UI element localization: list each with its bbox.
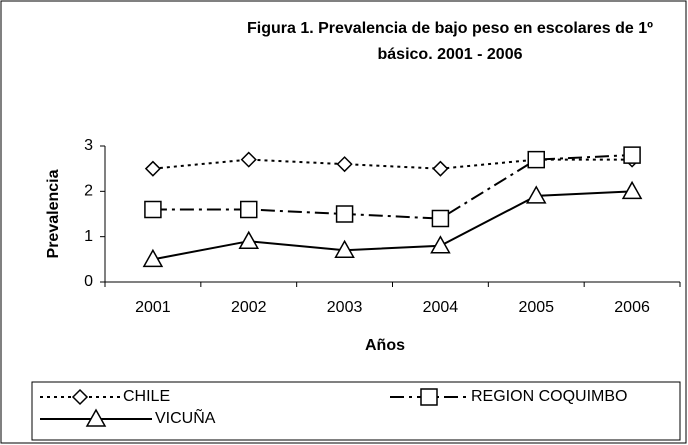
x-tick-label: 2004 [423,299,459,316]
marker [335,205,354,223]
marker [420,388,438,406]
legend-box [31,381,681,441]
marker [432,160,449,177]
marker [142,248,164,268]
marker [336,156,353,173]
series-line [152,154,633,220]
legend-label: CHILE [123,388,170,405]
x-tick-label: 2001 [135,299,171,316]
x-tick-label: 2006 [614,299,650,316]
marker [85,408,107,427]
y-tick-label: 1 [84,228,93,245]
chart-title: Figura 1. Prevalencia de bajo peso en es… [246,20,654,63]
legend-label: VICUÑA [155,407,216,427]
marker [144,160,161,177]
marker [71,388,89,406]
marker [430,235,451,254]
y-tick-label: 3 [84,137,93,154]
y-tick-label: 2 [84,183,93,200]
marker [621,180,643,200]
marker [240,151,257,168]
x-tick-label: 2003 [327,299,363,316]
marker [240,200,258,219]
marker [144,200,162,219]
marker [525,185,547,204]
y-tick-label: 0 [84,273,93,290]
marker [527,150,545,169]
series-line [152,158,633,170]
x-tick-label: 2005 [518,299,554,316]
x-axis-title: Años [365,337,405,354]
marker [334,239,355,259]
marker [431,209,450,228]
y-axis-title: Prevalencia [45,169,62,258]
series-line [152,190,633,261]
legend-label: REGION COQUIMBO [471,388,627,405]
marker [623,146,641,164]
marker [238,230,260,249]
x-tick-label: 2002 [231,299,267,316]
